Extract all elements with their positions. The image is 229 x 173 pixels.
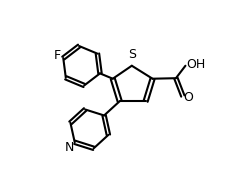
Text: S: S: [128, 48, 136, 61]
Text: N: N: [65, 141, 74, 154]
Text: F: F: [53, 49, 60, 62]
Text: OH: OH: [186, 58, 206, 71]
Text: O: O: [184, 91, 194, 104]
